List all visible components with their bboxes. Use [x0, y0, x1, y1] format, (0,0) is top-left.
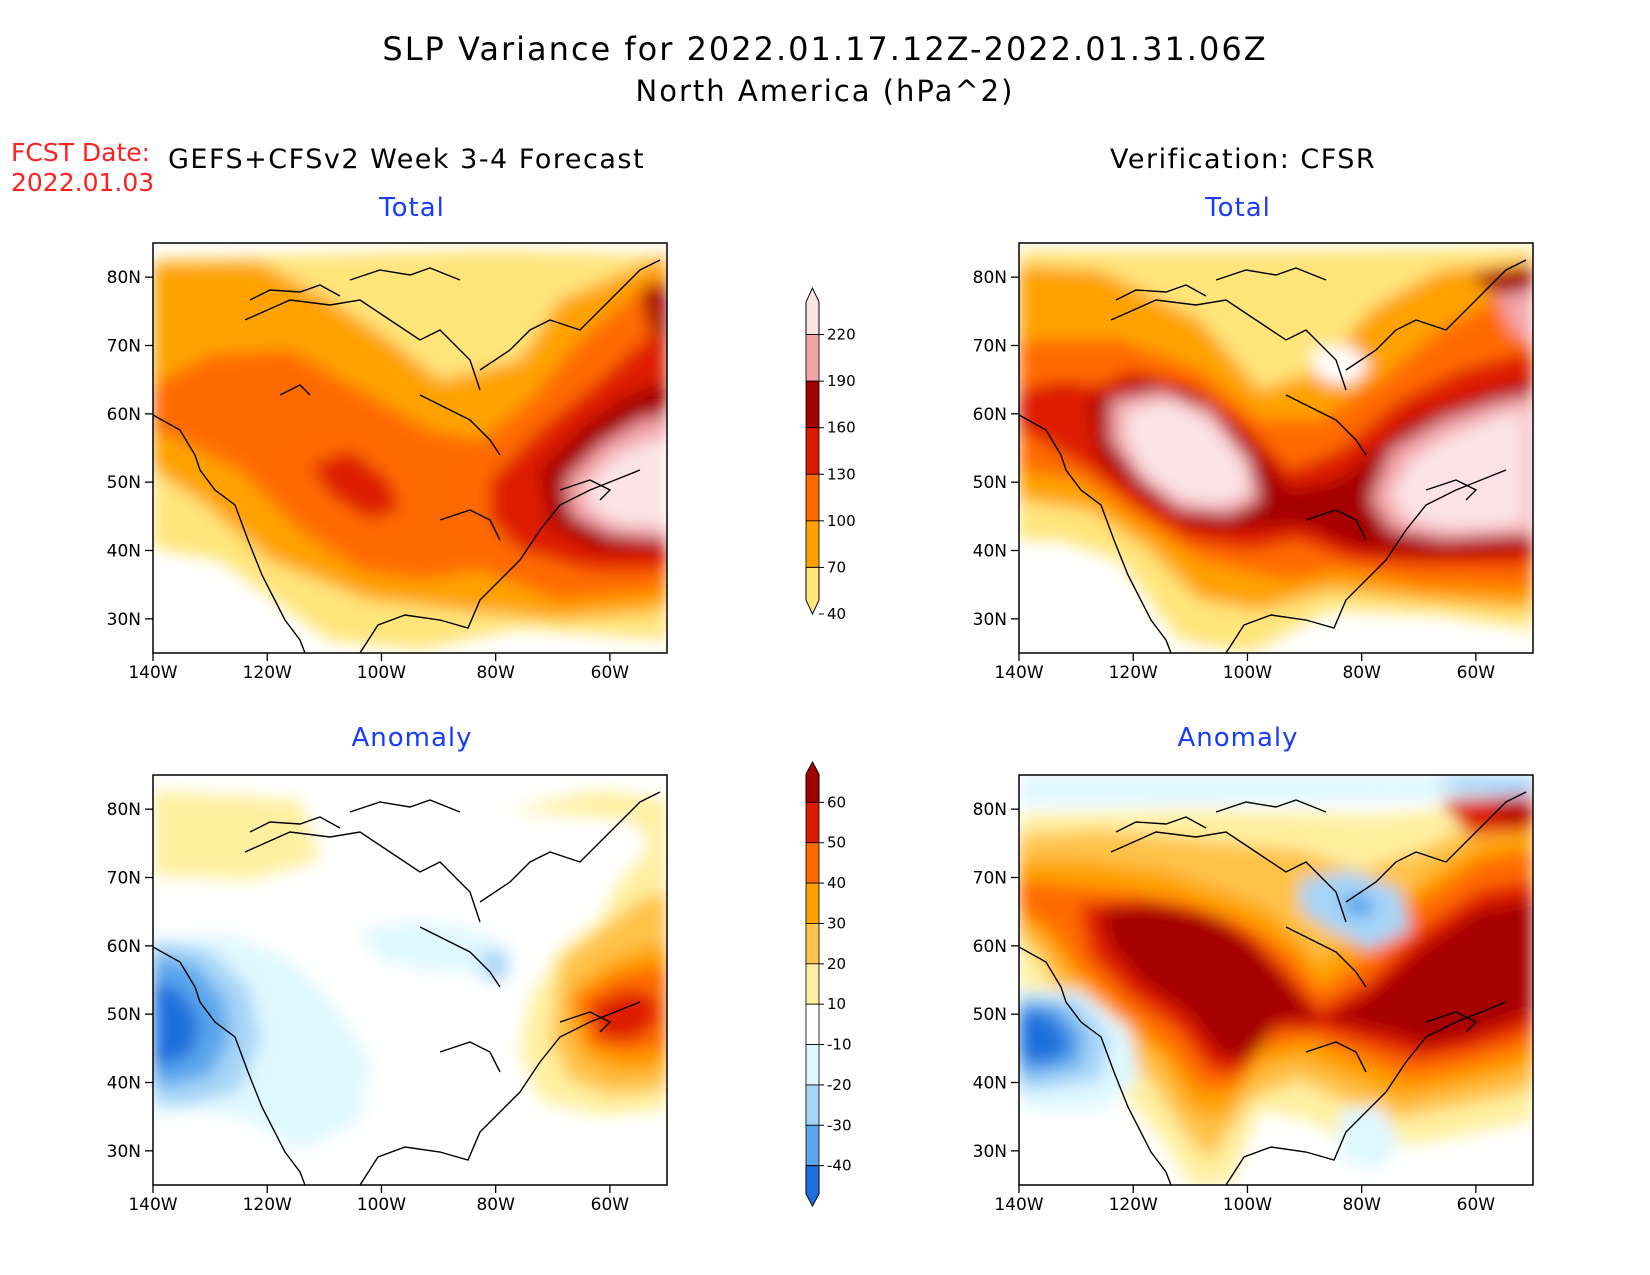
lat-tick-label: 30N: [973, 610, 1007, 630]
colorbar-swatch: [805, 1165, 820, 1208]
lat-tick-label: 70N: [973, 869, 1007, 889]
lat-tick-label: 30N: [107, 1142, 141, 1162]
lon-tick-label: 100W: [357, 663, 406, 683]
lon-tick-label: 100W: [1223, 663, 1272, 683]
colorbar-swatch: [805, 473, 820, 522]
colorbar-label: -10: [827, 1036, 852, 1054]
lon-tick-label: 60W: [1457, 663, 1496, 683]
lat-tick-label: 60N: [973, 937, 1007, 957]
lat-tick-label: 30N: [973, 1142, 1007, 1162]
lat-tick-label: 40N: [973, 542, 1007, 562]
lat-tick-label: 50N: [107, 1005, 141, 1025]
colorbar-swatch: [805, 882, 820, 924]
verification-anomaly-map: [1018, 774, 1534, 1186]
lat-tick-label: 60N: [973, 405, 1007, 425]
lon-tick-label: 100W: [1223, 1195, 1272, 1215]
colorbar-swatch: [805, 286, 820, 336]
colorbar-label: -40: [827, 1157, 852, 1175]
fcst-date-label: FCST Date:: [11, 138, 151, 167]
colorbar-swatch: [805, 1003, 820, 1045]
lat-tick-label: 40N: [107, 542, 141, 562]
anomaly-colorbar: 60 50 40 30 20 10 -10 -20 -30 -40: [805, 760, 852, 1208]
lon-tick-label: 120W: [243, 663, 292, 683]
forecast-column-header: GEFS+CFSv2 Week 3-4 Forecast: [168, 144, 646, 175]
fcst-date-value: 2022.01.03: [11, 168, 155, 197]
lat-tick-label: 40N: [973, 1074, 1007, 1094]
colorbar-label: 130: [827, 465, 856, 483]
colorbar-label: 160: [827, 419, 856, 437]
lon-tick-label: 80W: [476, 663, 515, 683]
lon-tick-label: 140W: [128, 663, 177, 683]
lat-tick-label: 80N: [107, 268, 141, 288]
lon-tick-label: 120W: [243, 1195, 292, 1215]
forecast-anomaly-map: [152, 774, 668, 1186]
lat-tick-label: 80N: [973, 268, 1007, 288]
lon-tick-label: 60W: [1457, 1195, 1496, 1215]
colorbar-label: 190: [827, 372, 856, 390]
colorbar-label: 70: [827, 558, 846, 576]
lat-tick-label: 50N: [973, 1005, 1007, 1025]
colorbar-swatch: [805, 923, 820, 965]
colorbar-swatch: [805, 801, 820, 844]
panel-title-forecast-total: Total: [379, 193, 445, 223]
colorbar-swatch: [805, 760, 820, 803]
colorbar-label: -30: [827, 1116, 852, 1134]
lon-tick-label: 80W: [1342, 1195, 1381, 1215]
lat-tick-label: 30N: [107, 610, 141, 630]
colorbar-label: 220: [827, 326, 856, 344]
verification-total-map: [1018, 242, 1534, 654]
colorbar-swatch: [805, 1044, 820, 1086]
lat-tick-label: 80N: [973, 800, 1007, 820]
colorbar-swatch: [805, 1084, 820, 1126]
colorbar-label: 30: [827, 914, 846, 932]
map-axes: 80N 70N 60N 50N 40N 30N 140W 120W 100W 80W 60W 80N 7…: [107, 268, 1496, 1215]
lat-tick-label: 70N: [107, 869, 141, 889]
lat-tick-label: 50N: [973, 473, 1007, 493]
lat-tick-label: 40N: [107, 1074, 141, 1094]
colorbar-label: 10: [827, 995, 846, 1013]
panel-title-verification-anomaly: Anomaly: [1177, 723, 1299, 753]
lon-tick-label: 140W: [994, 663, 1043, 683]
lat-tick-label: 50N: [107, 473, 141, 493]
lon-tick-label: 120W: [1109, 663, 1158, 683]
lat-tick-label: 70N: [107, 337, 141, 357]
lon-tick-label: 140W: [128, 1195, 177, 1215]
colorbar-label: 40: [827, 874, 846, 892]
colorbar-swatch: [805, 963, 820, 1005]
colorbar-swatch: [805, 1124, 820, 1167]
lat-tick-label: 80N: [107, 800, 141, 820]
figure-subtitle: North America (hPa^2): [635, 74, 1015, 108]
panel-title-verification-total: Total: [1205, 193, 1271, 223]
lat-tick-label: 60N: [107, 937, 141, 957]
colorbar-label: -20: [827, 1076, 852, 1094]
lat-tick-label: 70N: [973, 337, 1007, 357]
lon-tick-label: 80W: [1342, 663, 1381, 683]
colorbar-label: 100: [827, 512, 856, 530]
colorbar-swatch: [805, 566, 820, 616]
colorbar-label: 50: [827, 834, 846, 852]
panel-title-forecast-anomaly: Anomaly: [351, 723, 473, 753]
lon-tick-label: 60W: [591, 1195, 630, 1215]
total-colorbar: 220 190 160 130 100 70 40: [805, 286, 856, 623]
figure-title: SLP Variance for 2022.01.17.12Z-2022.01.…: [382, 30, 1268, 68]
colorbar-label: 60: [827, 793, 846, 811]
lon-tick-label: 80W: [476, 1195, 515, 1215]
verification-column-header: Verification: CFSR: [1110, 144, 1377, 175]
forecast-total-map: [152, 242, 668, 654]
lon-tick-label: 100W: [357, 1195, 406, 1215]
lat-tick-label: 60N: [107, 405, 141, 425]
lon-tick-label: 60W: [591, 663, 630, 683]
colorbar-swatch: [805, 520, 820, 568]
lon-tick-label: 120W: [1109, 1195, 1158, 1215]
colorbar-swatch: [805, 427, 820, 475]
colorbar-swatch: [805, 334, 820, 382]
colorbar-swatch: [805, 380, 820, 429]
lon-tick-label: 140W: [994, 1195, 1043, 1215]
colorbar-swatch: [805, 842, 820, 884]
colorbar-label: 40: [827, 605, 846, 623]
colorbar-label: 20: [827, 955, 846, 973]
